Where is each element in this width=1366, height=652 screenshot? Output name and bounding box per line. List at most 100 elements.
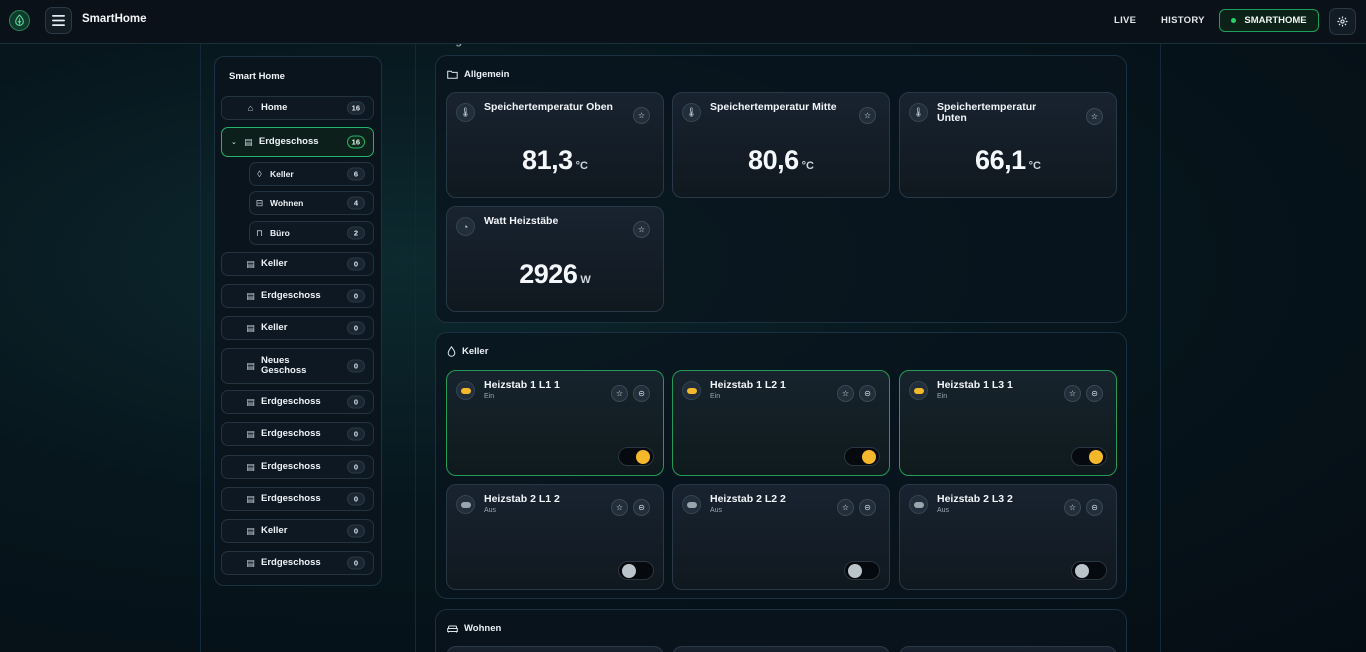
gauge-icon: ◔ xyxy=(456,217,475,236)
favorite-star-icon[interactable]: ☆ xyxy=(633,107,650,124)
history-icon[interactable]: ⊝ xyxy=(859,499,876,516)
sidebar-item-erdgeschoss[interactable]: ▤ Erdgeschoss 0 xyxy=(221,390,374,414)
count-badge: 0 xyxy=(347,289,365,303)
sidebar-item-erdgeschoss[interactable]: ▤ Erdgeschoss 0 xyxy=(221,551,374,575)
sidebar-item-label: Keller xyxy=(270,169,294,179)
sidebar-item-erdgeschoss[interactable]: ▤ Erdgeschoss 0 xyxy=(221,284,374,308)
favorite-star-icon[interactable]: ☆ xyxy=(837,499,854,516)
power-toggle[interactable] xyxy=(1071,447,1107,466)
card-title: Speichertemperatur Oben xyxy=(484,101,613,113)
nav-smarthome-label: SMARTHOME xyxy=(1244,15,1307,26)
sensor-card: 🌡︎ Speichertemperatur Mitte ☆ 80,6 °C xyxy=(672,92,890,198)
chevron-down-icon[interactable]: ⌄ xyxy=(231,139,237,146)
toggle-knob xyxy=(1089,450,1103,464)
value-unit: °C xyxy=(1028,160,1041,172)
sidebar-item-keller[interactable]: ▤ Keller 0 xyxy=(221,252,374,276)
toggle-knob xyxy=(1075,564,1089,578)
favorite-star-icon[interactable]: ☆ xyxy=(859,107,876,124)
toggle-knob xyxy=(848,564,862,578)
history-icon[interactable]: ⊝ xyxy=(633,499,650,516)
power-toggle[interactable] xyxy=(618,447,654,466)
nav-smarthome[interactable]: SMARTHOME xyxy=(1219,9,1319,32)
history-icon[interactable]: ⊝ xyxy=(1086,499,1103,516)
nav-history[interactable]: HISTORY xyxy=(1161,15,1205,26)
switch-card: Heizstab 1 L3 1 Ein ☆ ⊝ xyxy=(899,370,1117,476)
sidebar-item-neues-geschoss[interactable]: ▤ Neues Geschoss 0 xyxy=(221,348,374,384)
drop-icon xyxy=(447,346,456,357)
favorite-star-icon[interactable]: ☆ xyxy=(633,221,650,238)
favorite-star-icon[interactable]: ☆ xyxy=(1064,385,1081,402)
menu-button[interactable] xyxy=(45,7,72,34)
building-icon: ▤ xyxy=(246,258,255,269)
sidebar-item-erdgeschoss[interactable]: ▤ Erdgeschoss 0 xyxy=(221,455,374,479)
switch-icon xyxy=(456,381,475,400)
column-divider xyxy=(1160,44,1161,652)
switch-state: Aus xyxy=(937,507,950,514)
history-icon[interactable]: ⊝ xyxy=(633,385,650,402)
sidebar-subitem-buero[interactable]: ⊓ Büro 2 xyxy=(249,221,374,245)
device-card xyxy=(446,646,664,652)
value-number: 2926 xyxy=(519,259,578,289)
settings-button[interactable] xyxy=(1329,8,1356,35)
count-badge: 0 xyxy=(347,460,365,474)
nav-live[interactable]: LIVE xyxy=(1114,15,1137,26)
sidebar-item-label: Home xyxy=(261,102,288,113)
sidebar-item-keller[interactable]: ▤ Keller 0 xyxy=(221,519,374,543)
toggle-knob xyxy=(862,450,876,464)
power-toggle[interactable] xyxy=(1071,561,1107,580)
card-title: Heizstab 2 L3 2 xyxy=(937,493,1013,505)
building-icon: ▤ xyxy=(246,290,255,301)
card-title: Watt Heizstäbe xyxy=(484,215,559,227)
history-icon[interactable]: ⊝ xyxy=(859,385,876,402)
switch-card: Heizstab 2 L2 2 Aus ☆ ⊝ xyxy=(672,484,890,590)
sidebar-subitem-keller[interactable]: ◊ Keller 6 xyxy=(249,162,374,186)
value-unit: °C xyxy=(801,160,814,172)
sidebar-item-label: Neues Geschoss xyxy=(261,355,307,376)
count-badge: 0 xyxy=(347,556,365,570)
sofa-icon xyxy=(447,625,458,632)
section-allgemein: Allgemein 🌡︎ Speichertemperatur Oben ☆ 8… xyxy=(435,55,1127,323)
logo-icon[interactable] xyxy=(9,10,30,31)
favorite-star-icon[interactable]: ☆ xyxy=(837,385,854,402)
sidebar-item-erdgeschoss[interactable]: ▤ Erdgeschoss 0 xyxy=(221,422,374,446)
power-toggle[interactable] xyxy=(844,561,880,580)
sidebar-item-home[interactable]: ⌂ Home 16 xyxy=(221,96,374,120)
sidebar-subitem-wohnen[interactable]: ⊟ Wohnen 4 xyxy=(249,191,374,215)
sidebar-item-label: Wohnen xyxy=(270,198,304,208)
sidebar-item-erdgeschoss[interactable]: ⌄ ▤ Erdgeschoss 16 xyxy=(221,127,374,157)
thermometer-icon: 🌡︎ xyxy=(682,103,701,122)
history-icon[interactable]: ⊝ xyxy=(1086,385,1103,402)
building-icon: ▤ xyxy=(246,360,255,371)
switch-state: Aus xyxy=(484,507,497,514)
section-title-label: Keller xyxy=(462,346,489,357)
top-bar: SmartHome LIVE HISTORY SMARTHOME xyxy=(0,0,1366,44)
favorite-star-icon[interactable]: ☆ xyxy=(611,385,628,402)
count-badge: 16 xyxy=(346,101,365,115)
power-toggle[interactable] xyxy=(618,561,654,580)
favorite-star-icon[interactable]: ☆ xyxy=(1086,108,1103,125)
column-divider xyxy=(415,44,416,652)
card-title: Heizstab 1 L3 1 xyxy=(937,379,1013,391)
value-number: 66,1 xyxy=(975,145,1026,175)
sidebar-item-label: Büro xyxy=(270,228,290,238)
switch-state: Ein xyxy=(937,393,948,400)
favorite-star-icon[interactable]: ☆ xyxy=(611,499,628,516)
building-icon: ▤ xyxy=(246,525,255,536)
thermometer-icon: 🌡︎ xyxy=(909,103,928,122)
power-toggle[interactable] xyxy=(844,447,880,466)
count-badge: 0 xyxy=(347,395,365,409)
count-badge: 4 xyxy=(347,196,365,210)
switch-state: Ein xyxy=(710,393,721,400)
building-icon: ▤ xyxy=(246,557,255,568)
switch-state: Ein xyxy=(484,393,495,400)
favorite-star-icon[interactable]: ☆ xyxy=(1064,499,1081,516)
count-badge: 0 xyxy=(347,359,365,373)
building-icon: ▤ xyxy=(246,461,255,472)
sidebar-item-keller[interactable]: ▤ Keller 0 xyxy=(221,316,374,340)
sidebar-item-label: Erdgeschoss xyxy=(261,493,321,504)
card-title: Heizstab 1 L1 1 xyxy=(484,379,560,391)
drop-icon: ◊ xyxy=(257,169,262,179)
switch-icon xyxy=(909,495,928,514)
sidebar-item-erdgeschoss[interactable]: ▤ Erdgeschoss 0 xyxy=(221,487,374,511)
column-divider xyxy=(200,44,201,652)
